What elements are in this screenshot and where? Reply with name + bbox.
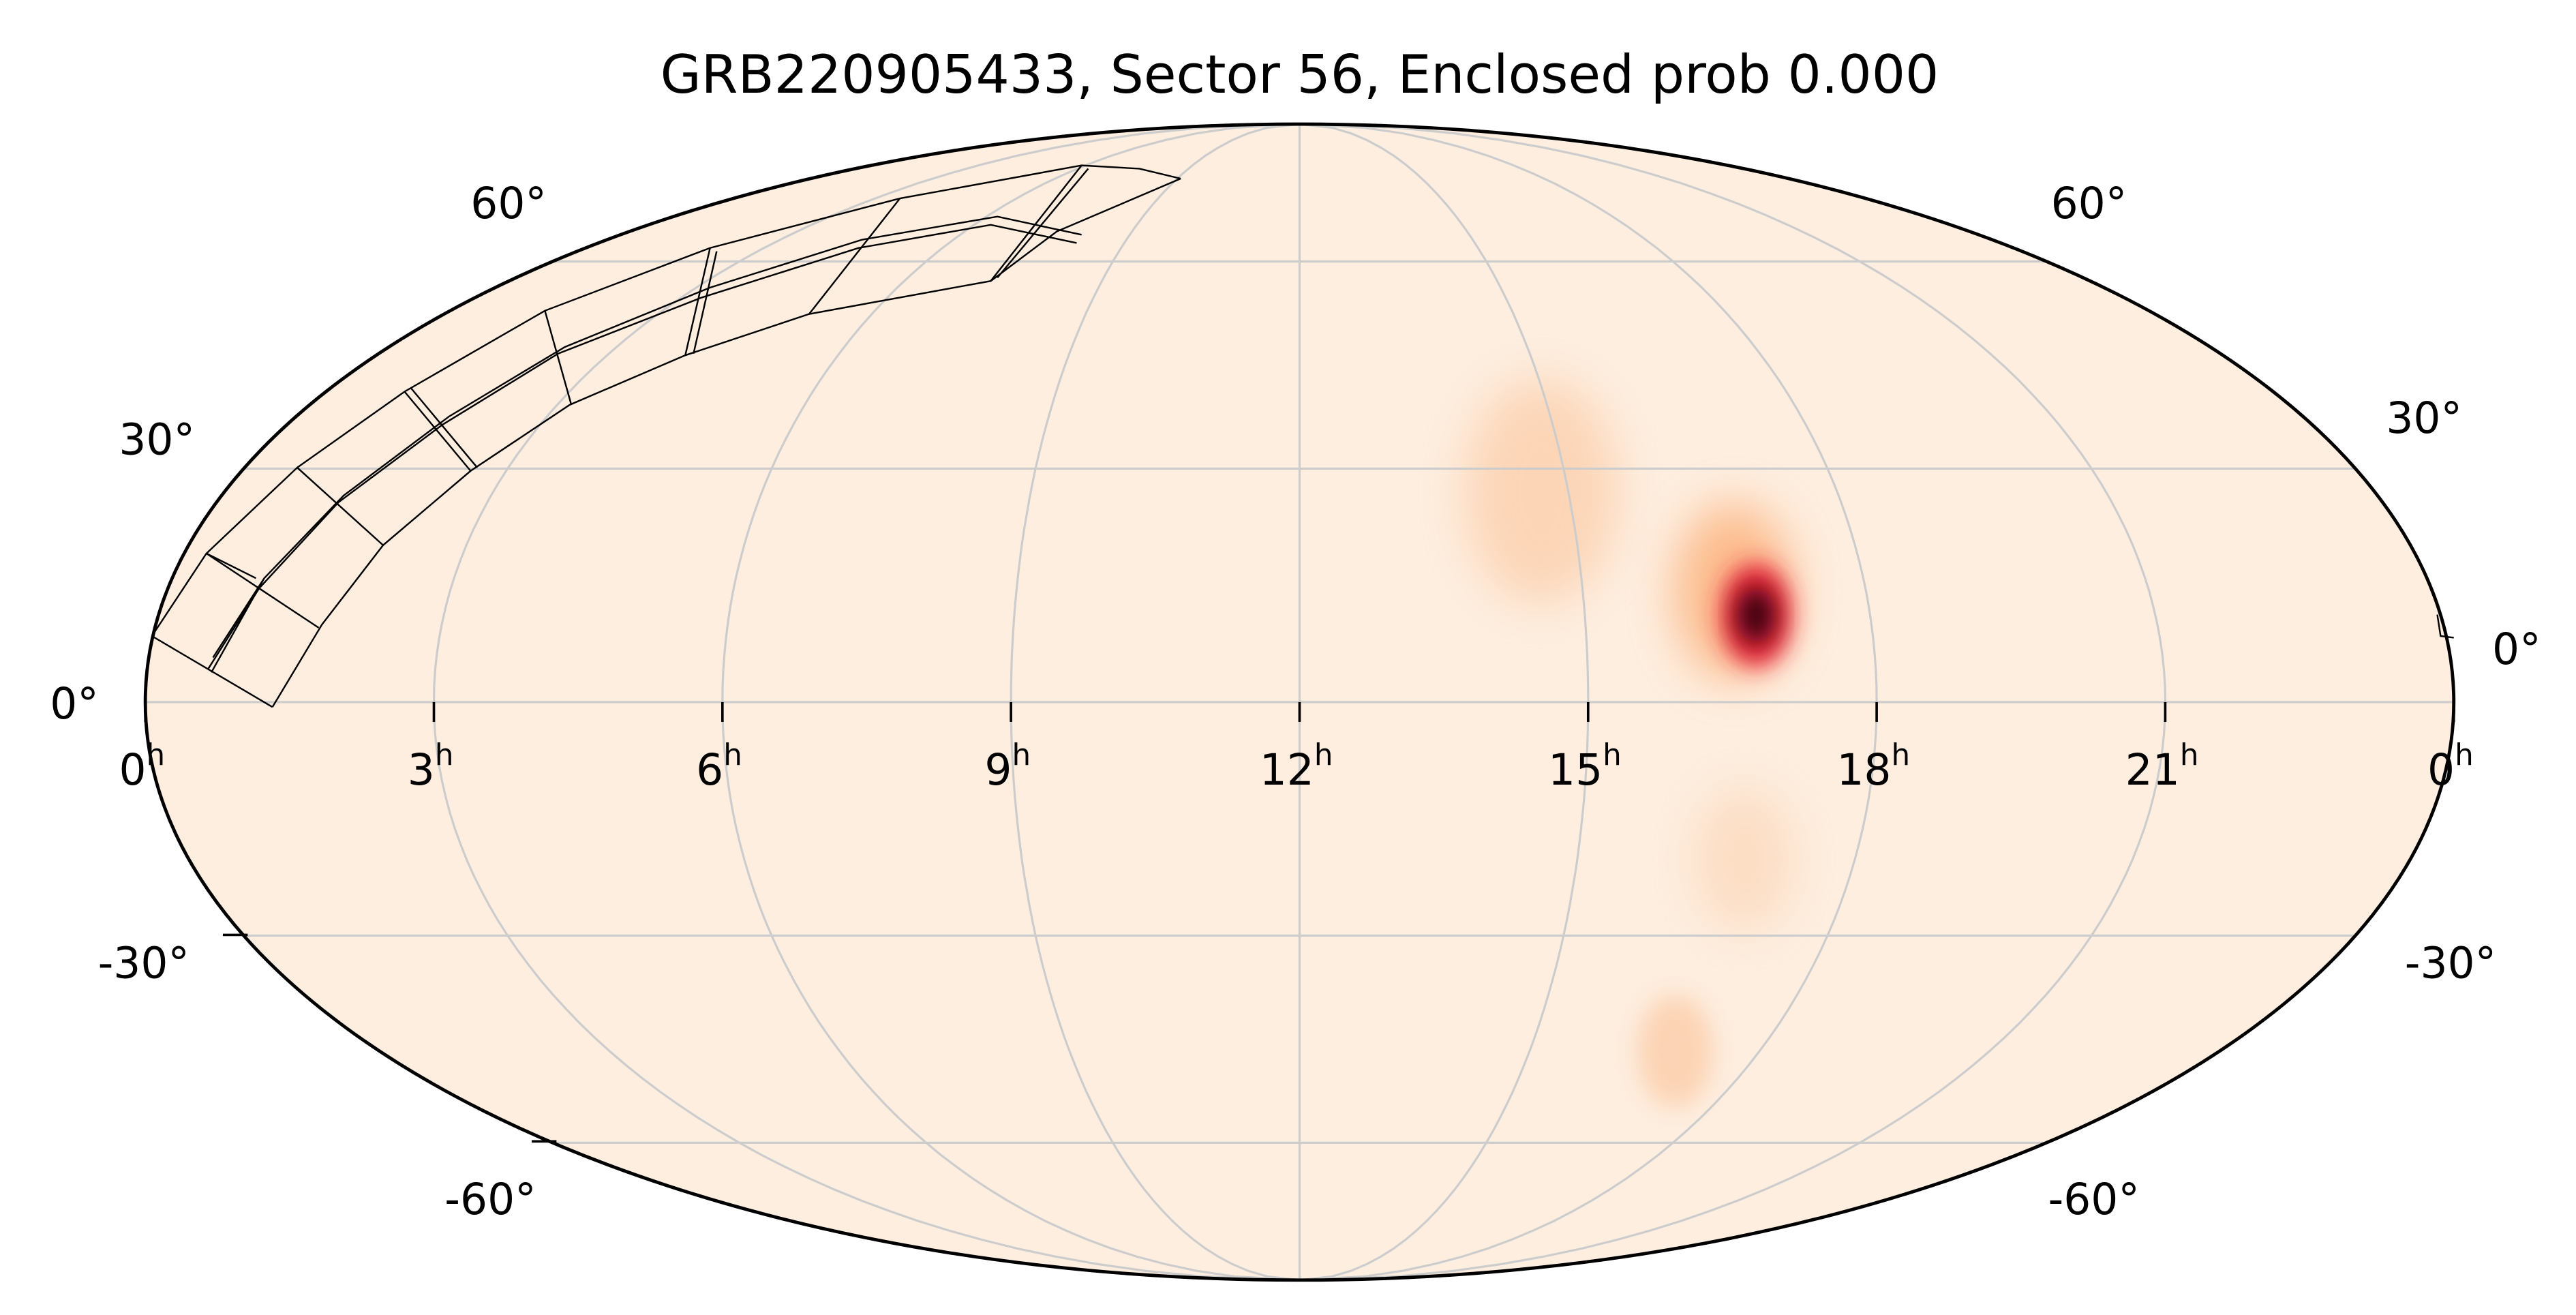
ccd-tile-edge <box>990 164 1082 282</box>
ccd-tile-edge <box>684 247 711 356</box>
ccd-tile-edge <box>808 198 901 315</box>
dec-tick-label-left: 60° <box>470 179 547 228</box>
ra-tick-label: 0h <box>119 738 165 795</box>
ccd-tile-edge <box>544 310 573 406</box>
ra-tick-label: 21h <box>2125 738 2199 795</box>
ra-tick-label: 0h <box>2427 738 2474 795</box>
dec-tick-label-left: -60° <box>444 1175 536 1224</box>
probability-blob <box>1737 587 1776 644</box>
dec-tick-label-right: -60° <box>2048 1175 2139 1224</box>
dec-tick-label-right: 60° <box>2051 179 2127 228</box>
ra-tick-label: 15h <box>1548 738 1622 795</box>
dec-tick-label-left: 30° <box>119 415 195 465</box>
dec-tick-label-left: 0° <box>50 679 99 729</box>
ccd-tile-edge <box>211 577 265 673</box>
chart-title: GRB220905433, Sector 56, Enclosed prob 0… <box>661 44 1939 106</box>
dec-tick-label-left: -30° <box>98 938 190 988</box>
sector-footprint <box>151 164 2454 708</box>
probability-blob <box>1695 787 1793 932</box>
dec-tick-label-right: -30° <box>2405 938 2496 988</box>
ccd-tile-edge <box>997 168 1089 279</box>
ccd-tile-edge <box>410 387 479 468</box>
ccd-tile-edge <box>151 164 1181 637</box>
ccd-tile-edge <box>206 552 320 629</box>
ccd-tile-edge <box>693 251 718 354</box>
probability-blob <box>1637 995 1714 1108</box>
ra-tick-label: 18h <box>1836 738 1910 795</box>
probability-blob <box>1465 378 1618 604</box>
ccd-tile-edge <box>404 391 472 472</box>
dec-tick-label-right: 0° <box>2492 624 2541 674</box>
ra-tick-label: 12h <box>1260 738 1333 795</box>
ra-tick-label: 6h <box>696 738 742 795</box>
ra-tick-label: 9h <box>984 738 1031 795</box>
ccd-tile-edge <box>2436 614 2454 639</box>
ra-tick-label: 3h <box>408 738 454 795</box>
ccd-tile-edge <box>212 215 1082 659</box>
ccd-tile-edge <box>297 467 384 546</box>
dec-tick-label-right: 30° <box>2386 393 2462 443</box>
ccd-tile-edge <box>206 552 257 579</box>
ccd-tile-edge <box>207 224 1077 670</box>
